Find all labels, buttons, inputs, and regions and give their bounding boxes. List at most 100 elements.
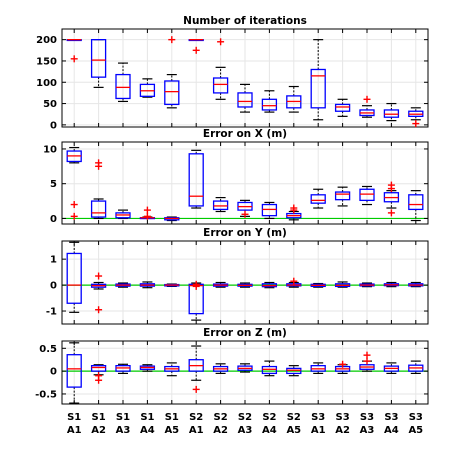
box-15	[408, 190, 424, 222]
panel-4: Error on Z (m) -0.5 0 0.5	[35, 327, 429, 405]
panel-1: Number of iterations 0 50 100 150 200	[36, 15, 429, 131]
box-6	[188, 345, 204, 393]
outlier-marker	[168, 36, 176, 44]
box-10	[286, 85, 302, 113]
y-tick-label: -0.5	[35, 389, 57, 400]
box-iqr	[66, 354, 82, 388]
box-4	[139, 78, 156, 98]
box-14	[383, 281, 400, 288]
outlier-marker	[363, 95, 371, 103]
box-iqr	[261, 98, 278, 111]
box-4	[139, 281, 156, 289]
box-8	[237, 83, 253, 113]
y-tick-label: 0	[50, 281, 57, 292]
box-5	[164, 283, 180, 287]
box-8	[237, 199, 253, 218]
box-11	[310, 39, 326, 121]
outlier-marker	[70, 201, 78, 209]
x-tick-label-line1: S3	[409, 412, 423, 423]
outlier-marker	[387, 209, 395, 217]
panel-title: Error on X (m)	[203, 128, 287, 140]
x-tick-label-line1: S2	[189, 412, 203, 423]
y-tick-label: 100	[36, 78, 57, 89]
x-tick-label-line2: A4	[262, 425, 277, 436]
outlier-marker	[143, 206, 151, 214]
box-2	[90, 159, 107, 220]
box-7	[212, 363, 229, 375]
outlier-marker	[192, 280, 200, 288]
y-tick-label: 150	[36, 56, 57, 67]
panel-2: Error on X (m) 0 5 10	[43, 128, 429, 225]
box-13	[359, 95, 375, 118]
box-iqr	[212, 200, 229, 211]
box-iqr	[90, 200, 107, 218]
box-14	[383, 102, 400, 122]
box-3	[115, 209, 131, 220]
outlier-marker	[95, 272, 103, 280]
y-tick-label: -1	[46, 307, 57, 318]
box-2	[90, 39, 107, 88]
box-iqr	[188, 153, 204, 207]
y-tick-label: 0.5	[39, 344, 57, 355]
box-1	[66, 39, 82, 63]
box-iqr	[90, 365, 107, 372]
outlier-marker	[241, 210, 249, 218]
box-iqr	[237, 92, 253, 108]
box-1	[66, 146, 82, 220]
panel-title: Error on Z (m)	[203, 327, 287, 339]
panel-title: Number of iterations	[183, 15, 307, 27]
x-tick-label-line1: S1	[67, 412, 81, 423]
box-6	[188, 280, 204, 321]
box-iqr	[408, 194, 424, 211]
box-4	[139, 206, 156, 220]
outlier-marker	[339, 360, 347, 368]
box-iqr	[212, 77, 229, 94]
box-6	[188, 149, 204, 209]
box-7	[212, 281, 229, 288]
y-tick-label: 200	[36, 35, 57, 46]
x-tick-label-line1: S3	[384, 412, 398, 423]
x-tick-label-line1: S1	[140, 412, 154, 423]
box-15	[408, 360, 424, 375]
outlier-marker	[192, 385, 200, 393]
box-10	[286, 365, 302, 377]
x-tick-label-line1: S2	[214, 412, 228, 423]
box-10	[286, 204, 302, 221]
y-tick-label: 50	[43, 99, 57, 110]
y-tick-label: 10	[43, 144, 57, 155]
box-12	[334, 186, 351, 207]
x-tick-label-line2: A1	[189, 425, 204, 436]
x-tick-label-line1: S1	[92, 412, 106, 423]
box-4	[139, 364, 156, 372]
box-15	[408, 107, 424, 128]
x-tick-label-line2: A5	[286, 425, 301, 436]
box-3	[115, 282, 131, 288]
outlier-marker	[95, 376, 103, 384]
box-iqr	[359, 188, 375, 202]
x-tick-label-line2: A2	[91, 425, 106, 436]
x-tick-label-line1: S3	[311, 412, 325, 423]
outlier-marker	[363, 351, 371, 359]
panel-title: Error on Y (m)	[203, 227, 287, 239]
y-tick-label: 0	[50, 120, 57, 131]
box-iqr	[115, 73, 131, 100]
outlier-marker	[192, 46, 200, 54]
outlier-marker	[387, 185, 395, 193]
x-tick-label-line2: A1	[311, 425, 326, 436]
box-13	[359, 282, 375, 288]
x-tick-label-line2: A3	[238, 425, 253, 436]
x-tick-label-line2: A2	[213, 425, 228, 436]
outlier-marker	[70, 55, 78, 63]
box-3	[115, 62, 131, 103]
box-11	[310, 282, 326, 288]
outlier-marker	[143, 212, 151, 220]
outlier-marker	[217, 38, 225, 46]
y-tick-label: 0	[50, 214, 57, 225]
y-tick-label: 0	[50, 367, 57, 378]
box-9	[261, 201, 278, 220]
x-tick-label-line1: S3	[360, 412, 374, 423]
box-7	[212, 38, 229, 100]
box-9	[261, 281, 278, 289]
x-tick-label-line1: S3	[336, 412, 350, 423]
